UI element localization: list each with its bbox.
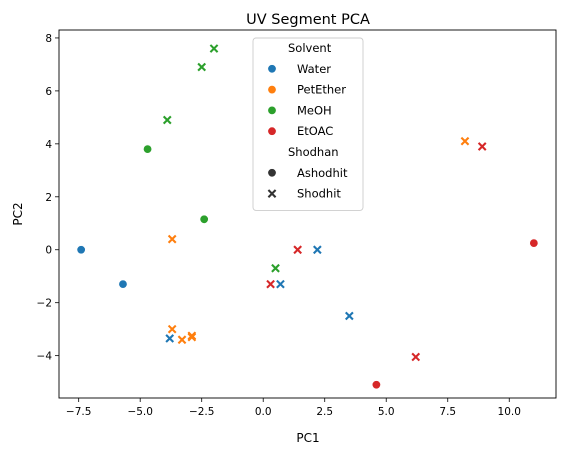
y-tick-label: 6 [45, 86, 52, 98]
legend-entry-label: Shodhit [297, 187, 341, 201]
x-tick-label: −2.5 [189, 406, 215, 418]
legend-marker [267, 189, 277, 198]
legend-entry-label: PetEther [297, 83, 346, 97]
point-petether-shodhit [167, 234, 177, 244]
legend-entry-label: Water [297, 62, 331, 76]
point-water-ashodhit [118, 279, 128, 289]
x-tick-label: −5.0 [127, 406, 153, 418]
point-water-shodhit [165, 334, 175, 343]
point-etoac-shodhit [477, 142, 487, 151]
data-points [76, 44, 539, 390]
x-tick-label: −7.5 [66, 406, 92, 418]
legend-marker [267, 85, 277, 95]
legend-marker [267, 168, 277, 178]
y-tick-label: 8 [45, 33, 52, 45]
x-tick-label: 5.0 [378, 406, 395, 418]
point-meoh-shodhit [209, 44, 219, 53]
x-tick-label: 0.0 [255, 406, 272, 418]
point-water-shodhit [312, 245, 322, 255]
point-water-ashodhit [76, 245, 86, 255]
plot-area: −7.5 −5.0 −2.5 0.0 2.5 5.0 7.5 10.0 −4 −2 0 2 4 6 8 [37, 33, 521, 418]
point-petether-shodhit [177, 335, 187, 345]
point-etoac-shodhit [411, 352, 421, 362]
y-tick-label: 0 [45, 245, 52, 257]
point-meoh-shodhit [197, 62, 207, 72]
legend-group-title: Solvent [288, 41, 332, 55]
legend-box [252, 37, 364, 211]
legend-group-title: Shodhan [288, 145, 339, 159]
point-water-shodhit [344, 311, 354, 321]
y-tick-label: 2 [45, 192, 52, 204]
x-tick-label: 10.0 [498, 406, 521, 418]
legend-entry-label: Ashodhit [297, 166, 348, 180]
point-petether-shodhit [167, 324, 177, 334]
x-tick-label: 2.5 [316, 406, 333, 418]
point-petether-shodhit [187, 332, 197, 342]
point-water-shodhit [276, 279, 285, 289]
legend-marker [267, 64, 277, 74]
point-meoh-ashodhit [199, 214, 209, 224]
chart-title: UV Segment PCA [246, 12, 370, 28]
point-meoh-shodhit [271, 263, 280, 273]
point-etoac-ashodhit [529, 238, 539, 248]
legend-marker [267, 126, 277, 136]
legend-entry-label: EtOAC [297, 124, 333, 138]
x-tick-label: 7.5 [439, 406, 456, 418]
x-axis-label: PC1 [296, 431, 319, 445]
legend-marker [267, 105, 277, 115]
y-axis-label: PC2 [11, 202, 25, 225]
point-etoac-shodhit [293, 245, 303, 255]
point-etoac-ashodhit [371, 380, 381, 390]
point-meoh-shodhit [162, 115, 172, 125]
point-petether-shodhit [460, 136, 470, 146]
point-meoh-ashodhit [143, 144, 153, 154]
y-tick-label: −4 [37, 351, 53, 363]
legend: Solvent Water PetEther MeOH EtOAC Shodhan Asho… [252, 37, 364, 211]
legend-entry-label: MeOH [297, 103, 332, 117]
y-tick-label: 4 [45, 139, 52, 151]
y-tick-label: −2 [37, 298, 52, 310]
point-etoac-shodhit [266, 279, 275, 289]
plot-frame [58, 29, 557, 399]
